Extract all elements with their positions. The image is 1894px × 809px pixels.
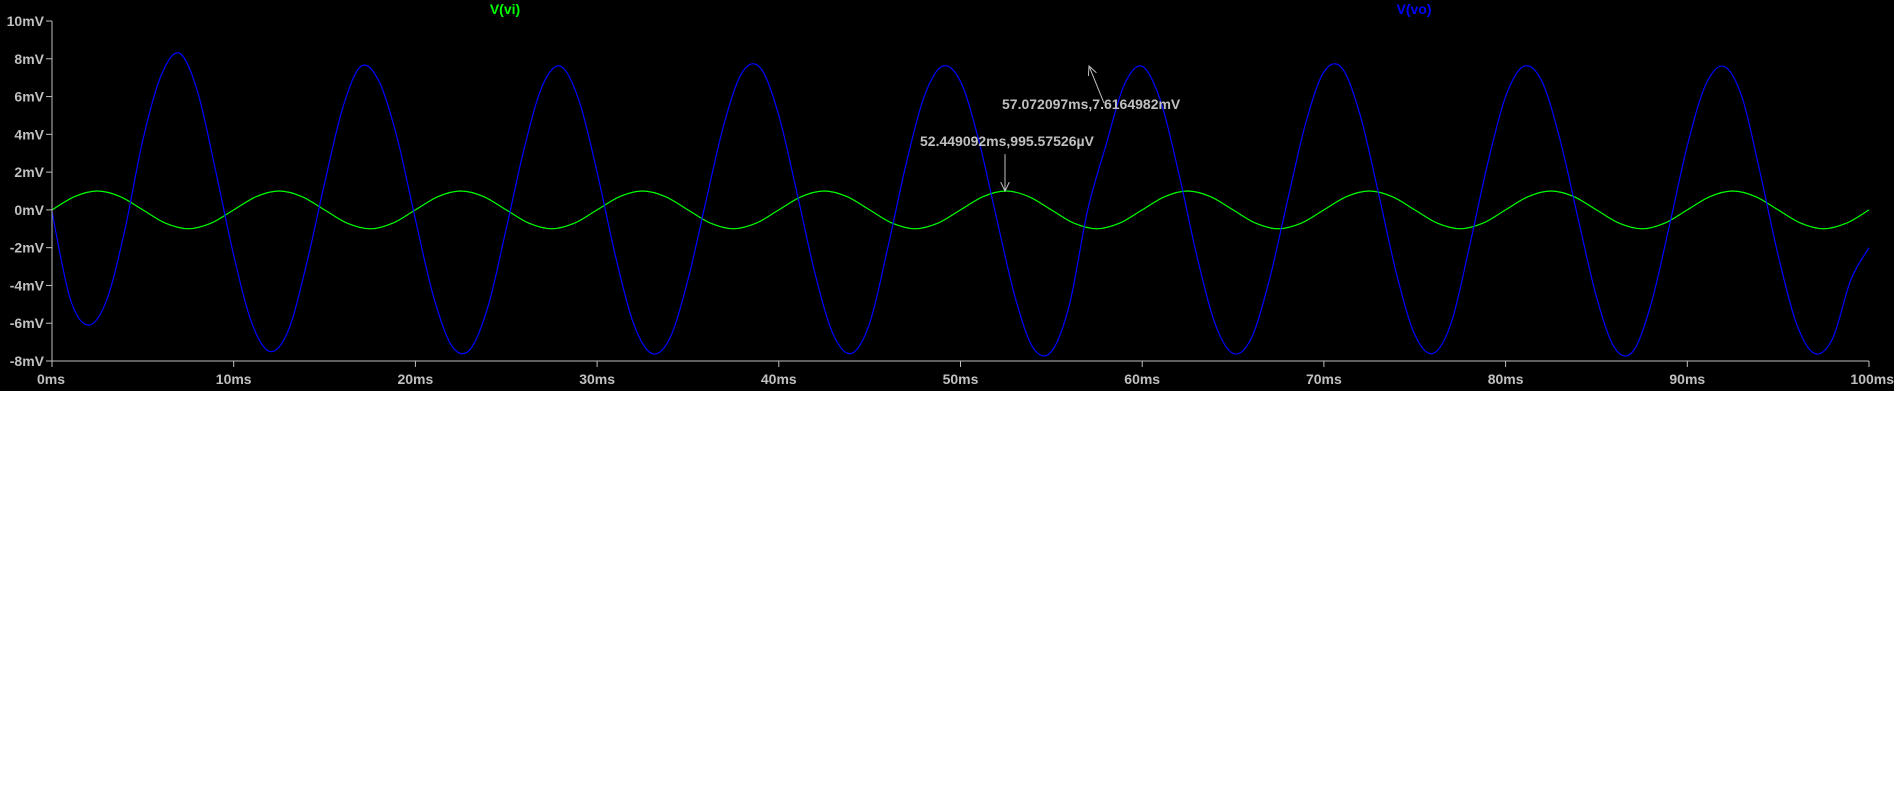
x-tick-label: 70ms xyxy=(1306,371,1342,387)
y-tick-label: -6mV xyxy=(10,315,45,331)
y-tick-label: -4mV xyxy=(10,277,45,293)
annotation-arrow-head xyxy=(1000,181,1010,193)
y-tick-label: 0mV xyxy=(14,202,44,218)
x-tick-label: 90ms xyxy=(1669,371,1705,387)
y-tick-label: -8mV xyxy=(10,353,45,369)
plot-background xyxy=(0,0,1894,391)
y-tick-label: 2mV xyxy=(14,164,44,180)
annotation-arrow-head xyxy=(1087,64,1097,77)
y-tick-label: -2mV xyxy=(10,240,45,256)
x-tick-label: 0ms xyxy=(37,371,65,387)
waveform-plot[interactable]: V(vi) V(vo) 10mV 8mV 6mV 4mV 2mV 0mV -2mV -4mV -6… xyxy=(0,0,1894,391)
y-tick-label: 10mV xyxy=(7,13,45,29)
legend-entry: V(vi) xyxy=(490,1,520,17)
x-tick-label: 30ms xyxy=(579,371,615,387)
annotation-label: 52.449092ms,995.57526µV xyxy=(920,133,1095,149)
legend-entry: V(vo) xyxy=(1397,1,1432,17)
annotation-label: 57.072097ms,7.6164982mV xyxy=(1002,96,1181,112)
x-tick-label: 10ms xyxy=(216,371,252,387)
y-tick-label: 8mV xyxy=(14,51,44,67)
x-tick-label: 60ms xyxy=(1124,371,1160,387)
y-tick-label: 4mV xyxy=(14,126,44,142)
annotation-arrow-line xyxy=(1088,65,1105,104)
x-tick-label: 50ms xyxy=(943,371,979,387)
x-axis-ticks: 0ms 10ms 20ms 30ms 40ms 50ms 60ms 70ms 80ms 90ms 1… xyxy=(37,361,1894,387)
waveform-plot-panel: V(vi) V(vo) 10mV 8mV 6mV 4mV 2mV 0mV -2mV -4mV -6… xyxy=(0,0,1894,391)
series-line-v-vo xyxy=(51,52,1870,357)
x-tick-label: 40ms xyxy=(761,371,797,387)
series-line-v-vi xyxy=(51,190,1870,230)
x-tick-label: 20ms xyxy=(397,371,433,387)
legend: V(vi) V(vo) xyxy=(490,1,1432,17)
series-layer xyxy=(51,52,1870,357)
x-tick-label: 100ms xyxy=(1850,371,1894,387)
y-tick-label: 6mV xyxy=(14,89,44,105)
x-tick-label: 80ms xyxy=(1488,371,1524,387)
y-axis-ticks: 10mV 8mV 6mV 4mV 2mV 0mV -2mV -4mV -6mV -8mV xyxy=(7,13,52,369)
cursor-annotations: 57.072097ms,7.6164982mV 52.449092ms,995.5… xyxy=(920,64,1181,193)
